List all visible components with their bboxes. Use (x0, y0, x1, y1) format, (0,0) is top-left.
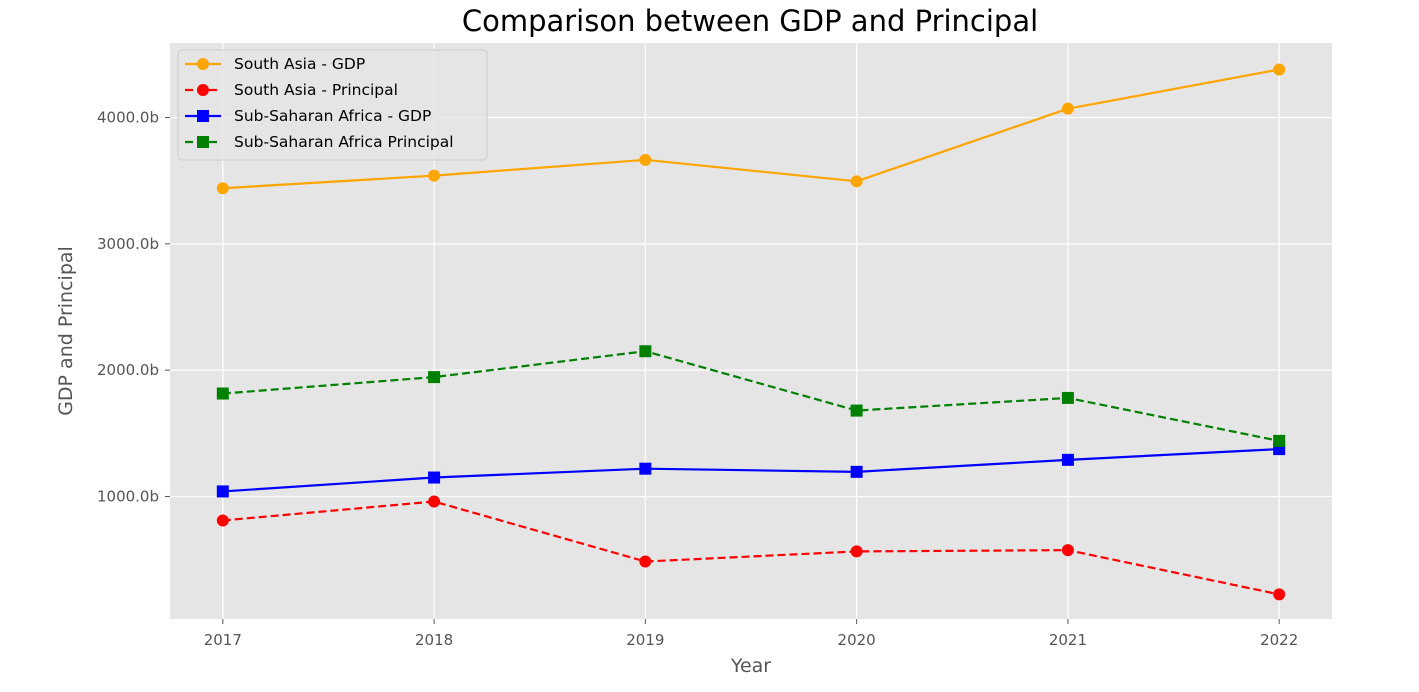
legend-marker (197, 136, 209, 148)
data-point (639, 555, 652, 568)
x-axis-ticks: 2017 2018 2019 2020 2021 2022 (204, 619, 1298, 649)
data-point (639, 462, 652, 475)
x-axis-label: Year (730, 655, 771, 677)
data-point (428, 495, 441, 508)
legend-item: South Asia - Principal (185, 81, 398, 99)
x-tick-label: 2018 (415, 631, 453, 649)
x-tick-label: 2019 (626, 631, 664, 649)
data-point (1273, 588, 1286, 601)
legend-box (177, 49, 488, 161)
x-tick-label: 2017 (204, 631, 242, 649)
legend-item: Sub-Saharan Africa Principal (185, 133, 454, 151)
x-tick-label: 2021 (1049, 631, 1087, 649)
legend-label: Sub-Saharan Africa - GDP (234, 107, 431, 125)
legend-marker (197, 110, 209, 122)
legend-marker (197, 84, 209, 96)
series-sub-saharan-africa-gdp (216, 443, 1286, 498)
y-axis-label: GDP and Principal (55, 246, 77, 416)
data-point (850, 545, 863, 558)
legend: South Asia - GDP South Asia - Principal Su… (177, 49, 488, 161)
y-tick-label: 1000.0b (97, 487, 159, 505)
data-point (216, 485, 229, 498)
series-group (216, 63, 1286, 601)
data-point (1061, 391, 1074, 404)
data-point (1273, 63, 1286, 76)
legend-label: Sub-Saharan Africa Principal (234, 133, 454, 151)
data-point (216, 182, 229, 195)
data-point (1273, 434, 1286, 447)
data-point (1061, 102, 1074, 115)
data-point (850, 465, 863, 478)
y-tick-label: 4000.0b (97, 109, 159, 127)
data-point (639, 345, 652, 358)
x-tick-label: 2022 (1260, 631, 1298, 649)
series-line (222, 500, 1280, 596)
y-tick-label: 3000.0b (97, 235, 159, 253)
legend-marker (197, 58, 209, 70)
data-point (850, 175, 863, 188)
data-point (216, 387, 229, 400)
data-point (216, 514, 229, 527)
data-point (850, 404, 863, 417)
grid-lines (170, 43, 1332, 619)
series-line (222, 350, 1280, 442)
data-point (1061, 453, 1074, 466)
y-tick-label: 2000.0b (97, 361, 159, 379)
legend-label: South Asia - Principal (234, 81, 398, 99)
series-sub-saharan-africa-principal (216, 345, 1286, 447)
legend-item: South Asia - GDP (185, 55, 365, 73)
legend-item: Sub-Saharan Africa - GDP (185, 107, 431, 125)
data-point (428, 371, 441, 384)
series-south-asia-gdp (216, 63, 1286, 195)
x-tick-label: 2020 (838, 631, 876, 649)
data-point (1061, 544, 1074, 557)
series-south-asia-principal (216, 495, 1286, 601)
data-point (428, 471, 441, 484)
legend-label: South Asia - GDP (234, 55, 365, 73)
data-point (639, 153, 652, 166)
y-axis-ticks: 1000.0b 2000.0b 3000.0b 4000.0b (97, 109, 170, 505)
chart-title: Comparison between GDP and Principal (462, 4, 1038, 38)
data-point (428, 169, 441, 182)
series-line (222, 68, 1280, 190)
series-line (222, 448, 1280, 493)
